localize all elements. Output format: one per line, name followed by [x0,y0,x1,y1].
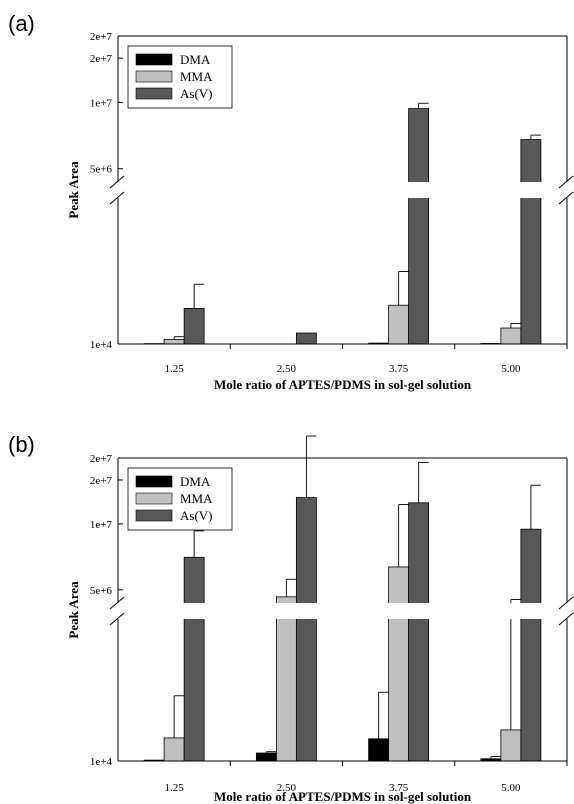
x-tick-label: 5.00 [501,363,521,375]
y-tick-label: 1e+4 [90,756,113,768]
y-tick-label: 1e+7 [90,97,113,109]
y-tick-label: 2e+7 [90,53,113,65]
legend-label: DMA [180,52,211,67]
bar-asv [183,556,205,762]
legend-swatch [135,492,173,505]
bar-asv [520,528,542,762]
y-tick-label: 2e+7 [90,31,113,43]
panel-label: (a) [8,11,35,36]
x-axis-title: Mole ratio of APTES/PDMS in sol-gel solu… [214,789,472,804]
x-tick-label: 2.50 [277,782,297,794]
y-tick-label: 5e+6 [90,164,113,176]
axis-break-mark [109,191,125,205]
axis-break-mark [109,596,125,610]
axis-break-gap [119,603,568,619]
bar-mma [500,729,522,762]
axis-break-mark [558,612,574,626]
chart-panel-a: (a) 1.25 2.50 3.75 5.00 2e+7 2e+7 1e+7 5e+6 1e+4 P… [8,11,574,392]
x-tick-label: 1.25 [165,782,185,794]
x-tick-label: 3.75 [389,363,409,375]
legend-swatch [135,475,173,488]
bar-asv [295,497,317,762]
axis-break-mark [558,191,574,205]
chart-panel-b: (b) 1.25 2.50 3.75 5.00 2e+7 2e+7 1e+7 5e+6 1e+4 P… [8,432,574,804]
bar-dma [368,738,390,762]
y-tick-label: 2e+7 [90,453,113,465]
legend-label: DMA [180,474,211,489]
legend-label: MMA [180,69,213,84]
legend-swatch [135,87,173,100]
bar-mma [388,304,410,345]
legend-label: As(V) [180,86,213,101]
axis-break-gap [119,182,568,198]
bar-asv [295,332,317,345]
bar-asv [183,308,205,345]
bar-mma [388,566,410,762]
bar-mma [163,737,185,762]
legend-label: As(V) [180,508,213,523]
y-axis-title: Peak Area [66,581,81,639]
bar-dma [255,752,277,762]
bar-asv [520,139,542,345]
y-tick-label: 1e+4 [90,339,113,351]
legend-swatch [135,53,173,66]
x-tick-label: 5.00 [501,782,521,794]
y-tick-label: 1e+7 [90,519,113,531]
axis-break-mark [558,596,574,610]
y-axis-title: Peak Area [66,161,81,219]
x-tick-label: 1.25 [165,363,185,375]
panel-label: (b) [8,432,35,457]
bar-asv [408,502,430,762]
axis-break-mark [558,175,574,189]
x-axis-title: Mole ratio of APTES/PDMS in sol-gel solu… [214,377,472,392]
bar-asv [408,108,430,345]
x-tick-label: 2.50 [277,363,297,375]
axis-break-mark [109,175,125,189]
y-tick-label: 2e+7 [90,475,113,487]
legend: DMA MMA As(V) [127,45,233,109]
bar-mma [163,339,185,345]
y-tick-label: 5e+6 [90,585,113,597]
legend-swatch [135,70,173,83]
legend-label: MMA [180,491,213,506]
bar-mma [500,327,522,345]
axis-break-mark [109,612,125,626]
x-tick-label: 3.75 [389,782,409,794]
legend: DMA MMA As(V) [127,467,233,531]
legend-swatch [135,509,173,522]
bar-mma [275,596,297,762]
